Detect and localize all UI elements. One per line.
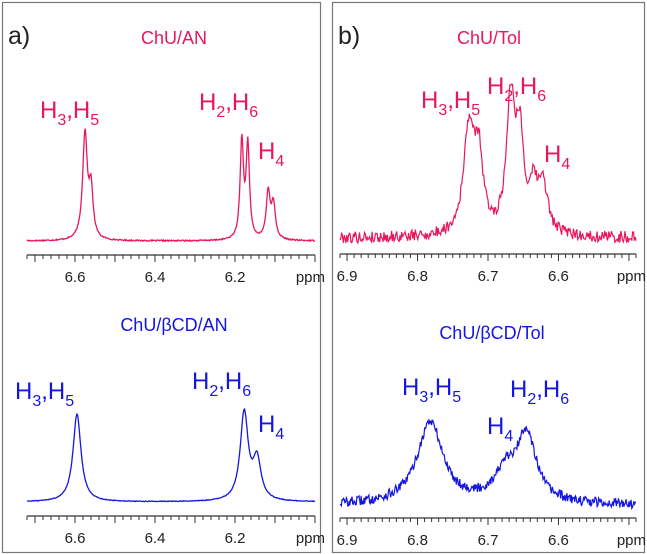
tick-label: 6.2: [225, 269, 246, 286]
tick-label: 6.6: [548, 268, 569, 285]
tick-label: 6.4: [145, 269, 166, 286]
peak-label-h2-h6: H2,H6: [192, 368, 251, 400]
axis-unit-label: ppm: [617, 532, 646, 549]
tick-label: 6.6: [548, 532, 569, 549]
peak-label-h3-h5: H3,H5: [421, 87, 480, 119]
tick-label: 6.9: [337, 268, 358, 285]
peak-label-h4: H4: [258, 411, 284, 443]
x-axis-b-bottom: 6.9 6.8 6.7 6.6 ppm: [337, 517, 646, 549]
panel-a-frame: [1, 1, 322, 554]
peak-label-h2-h6: H2,H6: [487, 73, 546, 105]
tick-label: 6.6: [65, 269, 86, 286]
tick-label: 6.4: [145, 530, 166, 547]
peak-label-h4: H4: [258, 138, 284, 170]
tick-label: 6.8: [407, 532, 428, 549]
tick-label: 6.2: [225, 530, 246, 547]
tick-label: 6.9: [337, 532, 358, 549]
x-axis-a-bottom: 6.6 6.4 6.2 ppm: [26, 515, 325, 547]
spectrum-trace-chu-bcd-an: [26, 407, 316, 503]
spectrum-trace-chu-bcd-tol: [339, 418, 637, 511]
title-a-top: ChU/AN: [141, 28, 207, 48]
spectrum-trace-chu-an: [26, 128, 316, 243]
axis-unit-label: ppm: [296, 269, 325, 286]
peak-label-h4: H4: [544, 141, 570, 173]
tick-label: 6.7: [478, 532, 499, 549]
title-a-bottom: ChU/βCD/AN: [120, 315, 227, 335]
peak-label-h3-h5: H3,H5: [15, 378, 74, 410]
tick-label: 6.6: [65, 530, 86, 547]
peak-label-h4: H4: [487, 413, 513, 445]
axis-unit-label: ppm: [296, 530, 325, 547]
axis-unit-label: ppm: [617, 268, 646, 285]
x-axis-a-top: 6.6 6.4 6.2 ppm: [26, 254, 325, 286]
peak-label-h2-h6: H2,H6: [199, 89, 258, 121]
x-axis-b-top: 6.9 6.8 6.7 6.6 ppm: [337, 253, 646, 285]
peak-label-h3-h5: H3,H5: [402, 374, 461, 406]
tick-label: 6.8: [407, 268, 428, 285]
peak-label-h2-h6: H2,H6: [510, 376, 569, 408]
title-b-top: ChU/Tol: [457, 28, 521, 48]
panel-b-frame: [331, 1, 646, 554]
peak-label-h3-h5: H3,H5: [40, 97, 99, 129]
tick-label: 6.7: [478, 268, 499, 285]
panel-a-label: a): [8, 22, 30, 50]
spectrum-trace-chu-tol: [339, 83, 637, 245]
title-b-bottom: ChU/βCD/Tol: [439, 323, 544, 343]
panel-b-label: b): [338, 22, 360, 50]
